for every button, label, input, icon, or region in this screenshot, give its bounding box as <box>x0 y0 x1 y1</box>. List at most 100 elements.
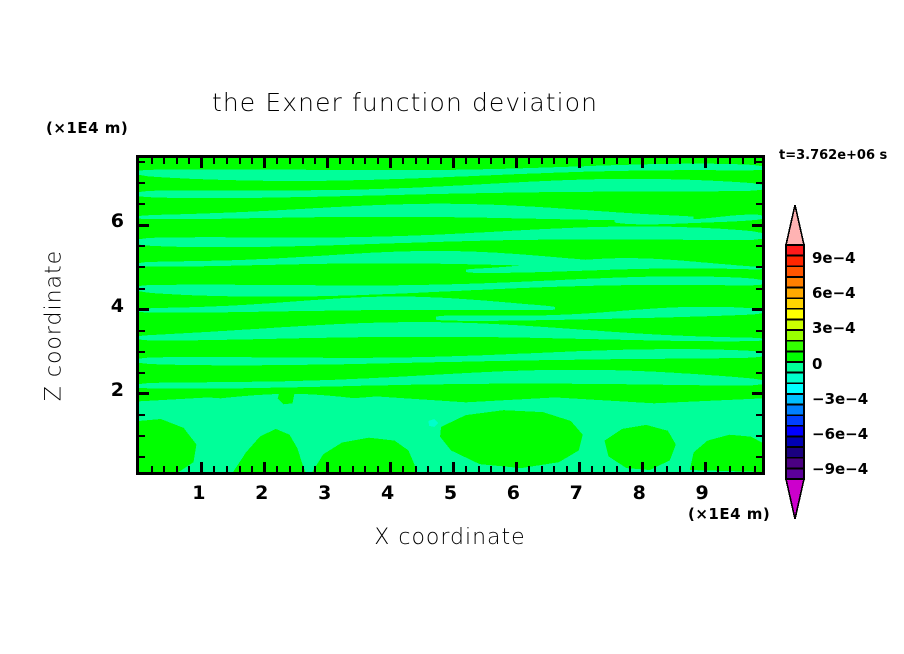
colorbar-separator <box>786 254 804 257</box>
colorbar-separator <box>786 307 804 310</box>
x-tick-minor <box>288 466 291 472</box>
y-tick-major <box>139 223 149 227</box>
y-tick-minor <box>139 434 145 437</box>
x-tick-major <box>452 462 455 472</box>
y-tick-right-minor <box>756 371 762 374</box>
x-tick-label: 9 <box>695 482 709 504</box>
x-tick-top-minor <box>288 158 291 164</box>
x-tick-label: 3 <box>318 482 332 504</box>
x-tick-minor <box>590 466 593 472</box>
x-tick-top-minor <box>716 158 719 164</box>
y-tick-minor <box>139 455 145 458</box>
x-tick-minor <box>251 466 254 472</box>
contour-blob <box>604 424 676 471</box>
x-tick-top-minor <box>628 158 631 164</box>
x-tick-major <box>263 462 267 472</box>
x-tick-top-minor <box>251 158 254 164</box>
x-tick-minor <box>603 466 606 472</box>
x-tick-minor <box>553 466 556 472</box>
contour-lobe <box>139 226 762 248</box>
page-title: the Exner function deviation <box>211 88 599 117</box>
x-tick-minor <box>364 466 367 472</box>
colorbar-segment <box>786 415 804 427</box>
x-tick-major <box>389 462 393 472</box>
colorbar-segment <box>786 447 804 458</box>
colorbar-separator <box>786 361 804 363</box>
contour-lobe <box>139 322 762 342</box>
colorbar-separator <box>786 435 804 438</box>
y-axis-unit-label: (×1E4 m) <box>46 119 129 137</box>
x-tick-minor <box>490 466 493 472</box>
x-tick-label: 1 <box>192 482 206 504</box>
y-tick-minor <box>139 350 145 353</box>
colorbar-separator <box>786 318 804 321</box>
y-tick-right-minor <box>756 287 762 290</box>
x-tick-minor <box>402 466 405 472</box>
contour-lobe <box>139 296 555 313</box>
x-tick-top-major <box>326 158 330 168</box>
x-tick-minor <box>691 466 694 472</box>
colorbar-segment <box>786 372 804 384</box>
colorbar-tick-label: 3e−4 <box>812 319 856 337</box>
colorbar-separator <box>786 382 804 385</box>
contour-spot <box>277 387 295 405</box>
x-tick-top-minor <box>540 158 543 164</box>
y-tick-minor <box>139 182 145 185</box>
y-tick-right-minor <box>756 329 762 332</box>
x-axis-title: X coordinate <box>374 525 526 550</box>
x-tick-top-minor <box>490 158 493 164</box>
x-tick-top-minor <box>301 158 304 164</box>
x-tick-top-minor <box>439 158 442 164</box>
x-tick-top-minor <box>314 158 317 164</box>
colorbar-separator <box>786 350 804 353</box>
x-tick-minor <box>314 466 317 472</box>
x-tick-top-major <box>577 158 581 168</box>
x-tick-major <box>514 462 518 472</box>
x-tick-top-minor <box>377 158 380 164</box>
y-tick-major <box>139 392 149 396</box>
x-tick-label: 2 <box>255 482 269 504</box>
x-tick-top-major <box>263 158 267 168</box>
colorbar-segment <box>786 351 804 363</box>
x-axis-unit-label: (×1E4 m) <box>688 505 771 523</box>
x-tick-top-minor <box>527 158 530 164</box>
x-tick-top-minor <box>616 158 619 164</box>
colorbar-segment <box>786 404 804 416</box>
x-tick-major <box>703 462 707 472</box>
y-tick-minor <box>139 203 145 206</box>
y-tick-label: 6 <box>110 210 124 233</box>
x-tick-label: 6 <box>506 482 520 504</box>
contour-blob <box>689 434 762 472</box>
x-tick-major <box>200 462 204 472</box>
x-tick-minor <box>527 466 530 472</box>
x-tick-minor <box>465 466 468 472</box>
colorbar <box>784 203 806 521</box>
x-tick-top-minor <box>477 158 480 164</box>
x-tick-minor <box>678 466 681 472</box>
x-tick-minor <box>741 466 744 472</box>
x-tick-minor <box>653 466 656 472</box>
x-tick-top-minor <box>163 158 166 164</box>
colorbar-segment <box>786 468 804 480</box>
y-tick-minor <box>139 266 145 269</box>
x-tick-label: 7 <box>569 482 583 504</box>
x-tick-major <box>640 462 644 472</box>
x-tick-minor <box>339 466 342 472</box>
colorbar-segment <box>786 319 804 331</box>
colorbar-segment <box>786 266 804 278</box>
contour-lobe <box>139 276 762 297</box>
y-tick-right-major <box>752 308 762 312</box>
colorbar-separator <box>786 339 804 342</box>
x-tick-minor <box>414 466 417 472</box>
x-tick-top-major <box>703 158 707 168</box>
colorbar-segment <box>786 298 804 310</box>
y-tick-right-major <box>752 223 762 227</box>
colorbar-tick-label: −3e−4 <box>812 390 869 408</box>
colorbar-segment <box>786 287 804 299</box>
contour-lobe <box>465 258 762 273</box>
y-tick-major <box>139 308 149 312</box>
x-tick-minor <box>666 466 669 472</box>
x-tick-minor <box>163 466 166 472</box>
x-tick-top-minor <box>741 158 744 164</box>
colorbar-segment <box>786 276 804 288</box>
